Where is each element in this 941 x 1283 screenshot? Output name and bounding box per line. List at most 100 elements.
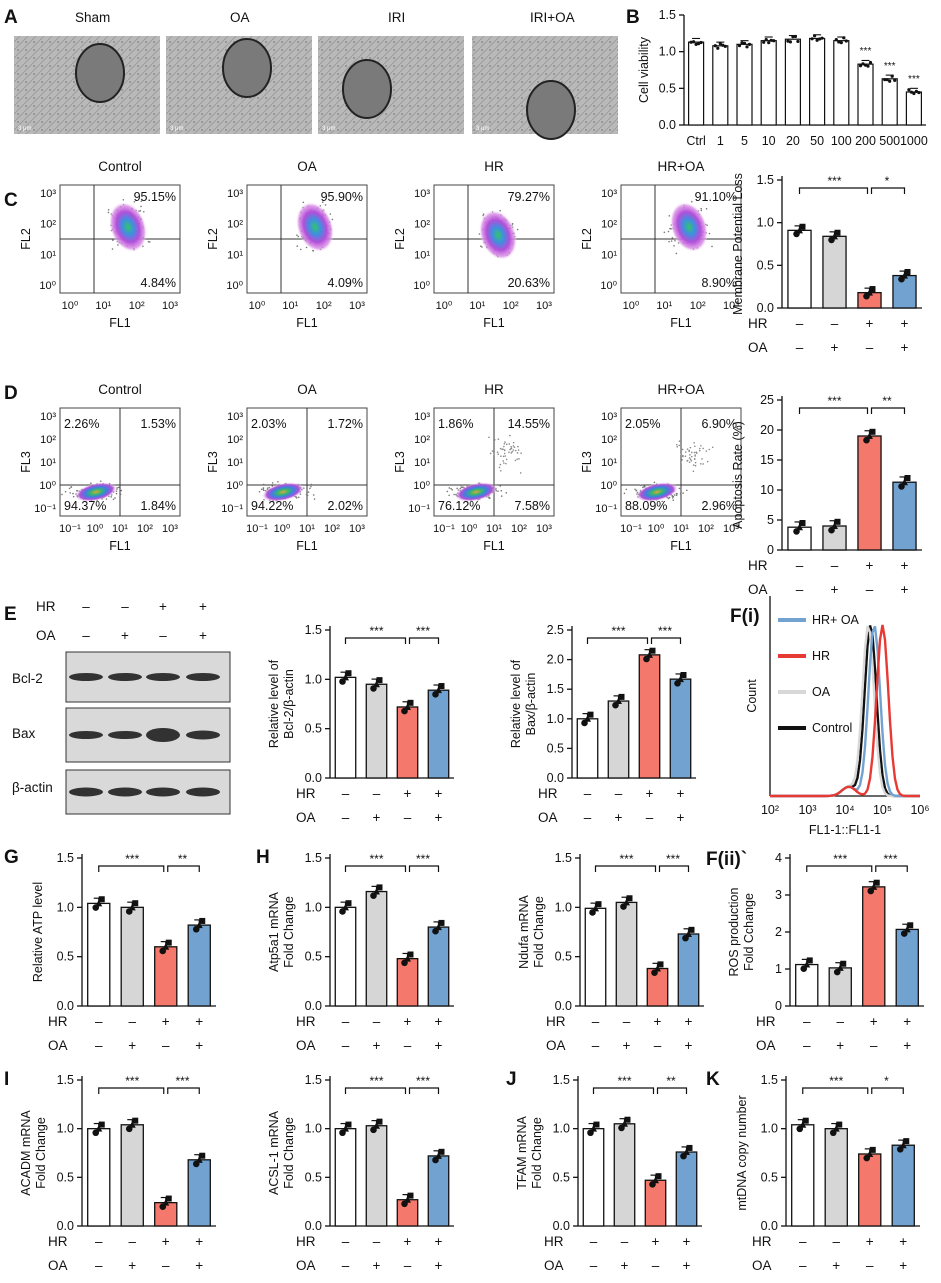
hist-xtick-0: 10² [761,803,779,817]
hr-label-I2: HR [296,1234,316,1249]
flowC-dot-1-109 [321,201,324,203]
point-E1-2-1 [404,703,411,710]
ytick-E2-2: 1.0 [547,712,564,726]
flowD-dot2-3-43 [698,449,701,452]
point-I2-1-2 [376,1118,383,1125]
point-E2-2-2 [649,647,656,654]
bar-I1-3 [187,1159,211,1227]
point-H2-0-1 [592,904,599,912]
flowC-xtick-2-1: 10¹ [469,300,485,312]
flowD-dot2-3-25 [699,463,702,465]
western-oa-label: OA [36,628,56,643]
point-I1-0-1 [95,1125,103,1132]
hist-xlabel: FL1-1::FL1-1 [809,823,881,837]
sig-label-J-0: *** [617,1074,631,1088]
hr-sign-G-1: – [128,1014,136,1029]
hr-sign-H2-1: – [623,1014,631,1029]
point-C-3-1 [901,272,908,279]
western-band-1-0 [69,731,103,739]
flowC-dot-3-102 [700,207,702,210]
ytick-K-3: 1.5 [761,1073,778,1087]
oa-sign-Fii-3: + [903,1038,911,1053]
flowC-dot-1-27 [331,218,334,221]
sig-bracket-H1-0 [344,865,407,872]
flowD-title-0: Control [98,382,142,397]
flowD-dot2-2-40 [514,449,517,452]
western-band-2-2 [146,787,180,797]
ytick-I1-2: 1.0 [57,1122,74,1136]
hist-legend-label-0: HR+ OA [812,613,860,627]
flowD-dot-1-87 [258,490,261,493]
flowD-dot2-3-38 [688,457,691,459]
western-band-2-0 [69,787,103,797]
point-Fii-2-2 [873,879,880,886]
hist-curve-0 [770,625,920,798]
bar-E2-2 [638,654,661,779]
hr-sign-H1-3: + [435,1014,443,1029]
oa-sign-K-0: – [799,1258,807,1273]
flowD-plot-1: OA 10⁻¹ 10⁰ 10¹ 10² 10³ 10³ 10² 10¹ 10⁰ 10⁻¹ FL1 FL3… [206,382,368,553]
oa-sign-D-0: – [796,582,804,597]
b-bar-3 [760,40,777,126]
point-K-0-1 [799,1121,807,1128]
panel-letter-b: B [626,7,640,28]
ytick-E2-0: 0.0 [547,771,564,785]
flowC-dot-3-36 [673,244,675,247]
sig-bracket-E1-0 [344,637,407,644]
point-K-0-2 [802,1117,809,1124]
hist-curve-3 [770,625,920,798]
point-D-2-1 [866,432,873,439]
b-point-7-4 [868,60,873,65]
b-point-8-2 [888,79,892,83]
b-xtick-0: Ctrl [686,134,705,148]
hr-sign-D-1: – [831,558,839,573]
b-bar-5 [808,37,826,126]
sig-bracket-H2-1 [658,865,690,872]
flowD-dot-0-56 [112,498,115,501]
ytick-H2-2: 1.0 [555,900,572,914]
ytick-K-1: 0.5 [761,1170,778,1184]
flowD-dot-2-94 [505,492,508,494]
western-hr-sign-2: + [159,599,167,614]
flowD-dot2-2-48 [503,445,505,448]
flowD-dot2-3-37 [694,454,696,456]
flowD-dot-0-112 [90,482,92,485]
flowD-dot2-2-28 [505,458,508,461]
sig-bracket-E2-1 [650,637,682,644]
point-J-1-2 [624,1116,631,1123]
flowD-dot2-3-39 [692,470,695,473]
em-nucleus-3 [526,80,576,140]
flowD-xtick-0-3: 10² [137,523,153,535]
flowC-ytick-2-0: 10³ [414,188,430,200]
bar-Fii-2 [862,886,886,1007]
ytick-H1-1: 0.5 [305,950,322,964]
flowC-density-2 [478,209,518,261]
point-I2-1-1 [373,1122,380,1129]
bar-H2-2 [646,967,669,1007]
flowD-dot-1-67 [260,488,263,491]
flowD-dot-0-80 [76,484,79,486]
flowD-dot2-2-5 [510,445,512,448]
flowD-dot2-3-32 [686,448,689,450]
oa-sign-E2-1: + [615,810,623,825]
b-xtick-9: 1000 [900,134,928,148]
flowC-dot-0-51 [107,208,110,211]
flowC-ytick-3-1: 10² [601,219,617,231]
oa-sign-C-0: – [796,340,804,355]
b-point-0-4 [699,40,703,45]
bar-K-1 [824,1128,848,1227]
flowD-dot-2-89 [446,490,449,493]
flowD-dot-1-9 [309,487,311,490]
flowD-xlabel-2: FL1 [483,539,505,553]
b-point-8-3 [890,74,894,78]
flowD-ytick-3-4: 10⁻¹ [595,503,617,515]
point-D-1-2 [834,518,841,525]
hr-sign-G-3: + [195,1014,203,1029]
flowD-ll-0: 94.37% [64,499,106,513]
flowD-dot-0-89 [110,496,112,498]
oa-label-K: OA [752,1258,772,1273]
b-xtick-4: 20 [786,134,800,148]
b-ytick-0: 0.0 [659,118,676,132]
chart-H1: 0.0 0.5 1.0 1.5 Atp5a1 mRNA Fold Change *** ***… [267,851,454,1053]
